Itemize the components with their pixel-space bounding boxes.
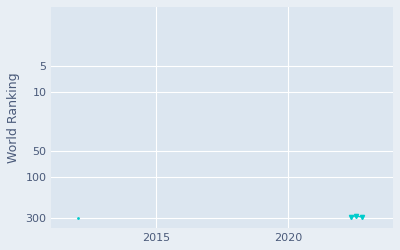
Y-axis label: World Ranking: World Ranking	[7, 72, 20, 163]
